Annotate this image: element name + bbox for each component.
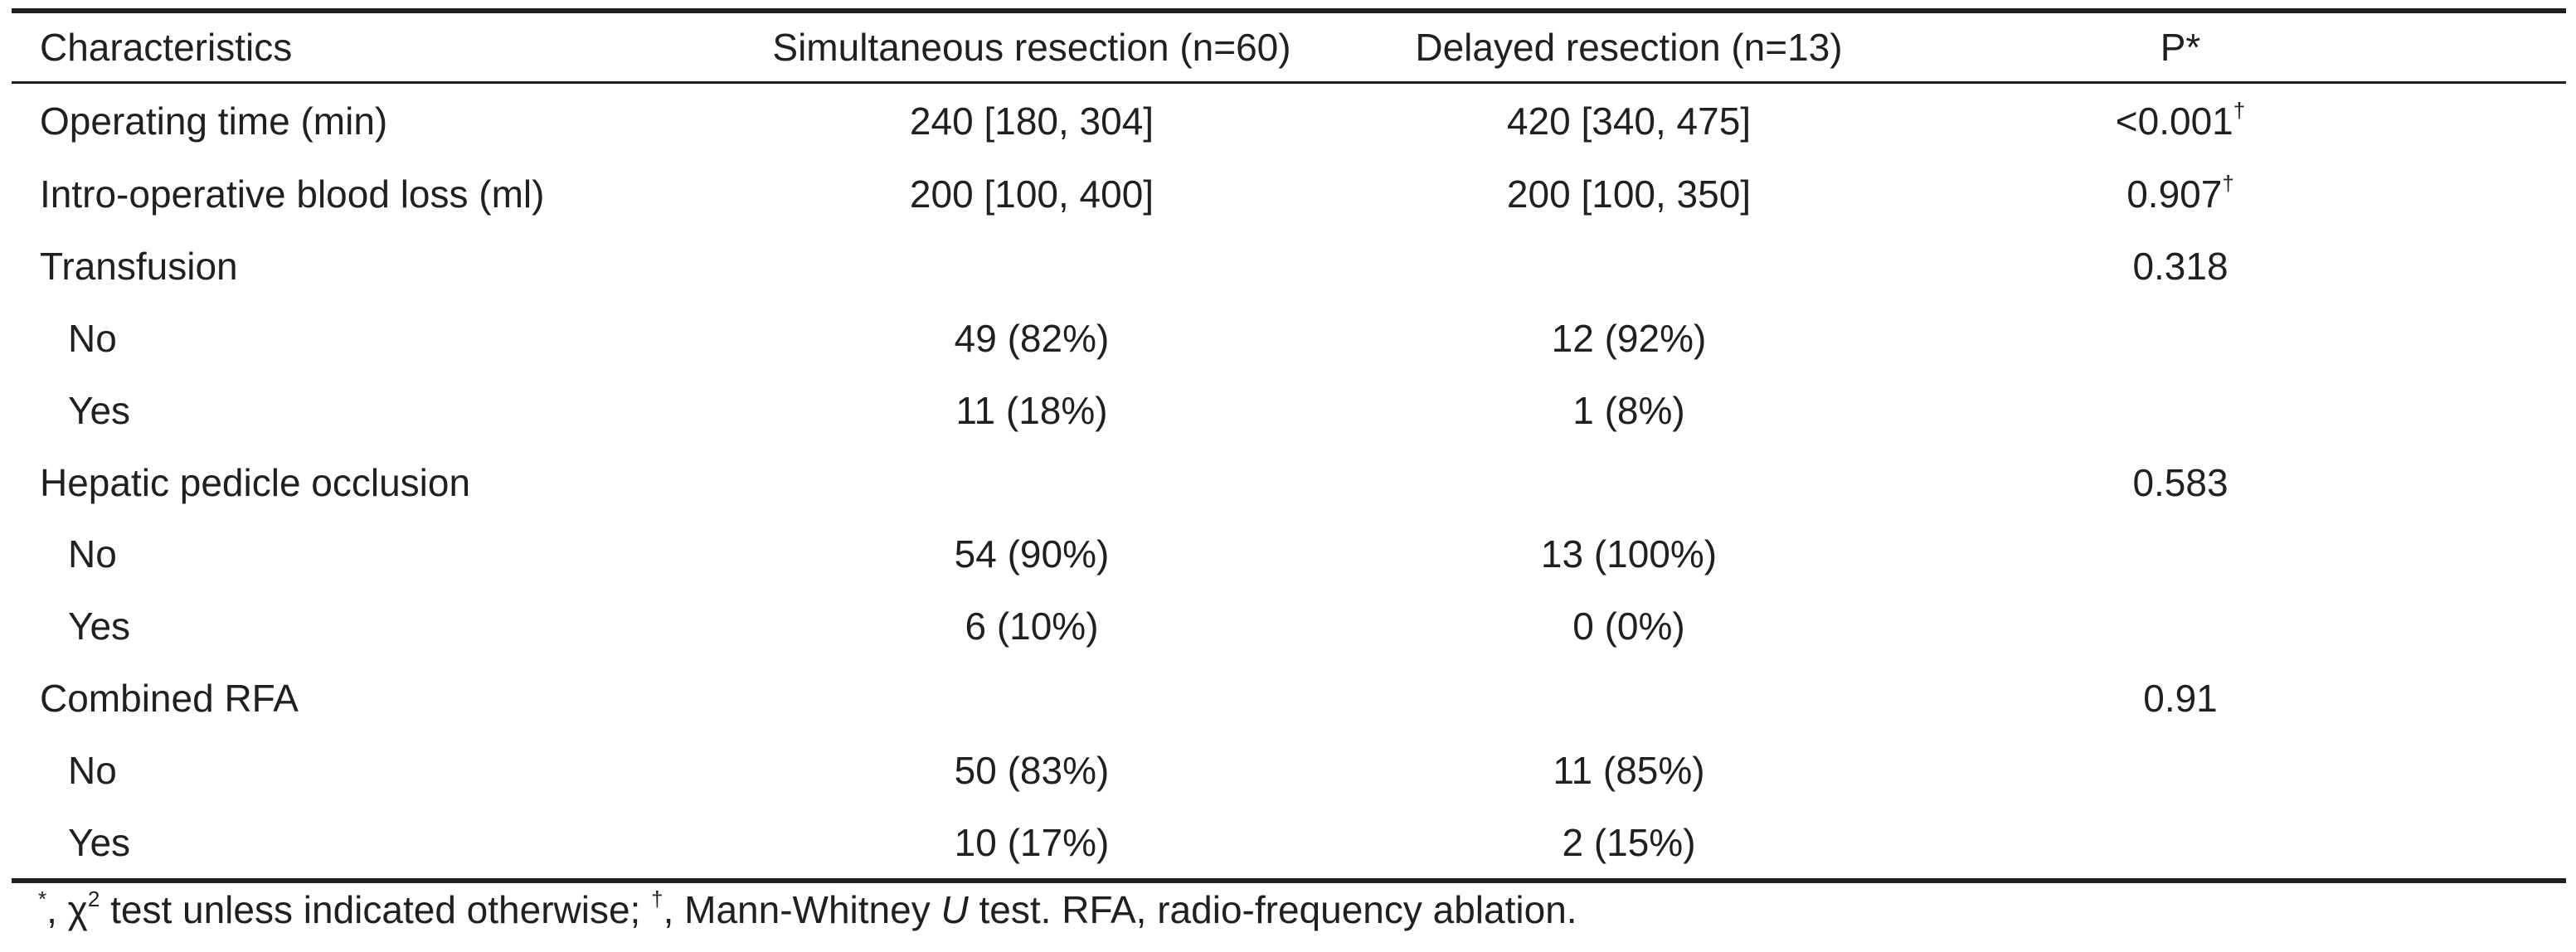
cell-delayed: 0 (0%) bbox=[1572, 605, 1685, 648]
cell-simultaneous: 10 (17%) bbox=[954, 820, 1110, 864]
table-row: No 50 (83%) 11 (85%) bbox=[12, 734, 2566, 806]
cell-simultaneous: 54 (90%) bbox=[954, 532, 1110, 576]
results-table: Characteristics Simultaneous resection (… bbox=[12, 8, 2566, 883]
row-label: Yes bbox=[68, 820, 131, 864]
table-row: Combined RFA 0.91 bbox=[12, 663, 2566, 735]
row-label: Yes bbox=[68, 605, 131, 648]
cell-delayed: 13 (100%) bbox=[1540, 532, 1718, 576]
cell-p-value bbox=[2027, 518, 2566, 590]
cell-p-value: 0.318 bbox=[2132, 245, 2228, 289]
row-label: Hepatic pedicle occlusion bbox=[40, 460, 471, 504]
table-row: Intro-operative blood loss (ml) 200 [100… bbox=[12, 158, 2566, 231]
squared-mark: 2 bbox=[87, 886, 100, 911]
asterisk-mark: * bbox=[38, 886, 47, 911]
header-characteristics: Characteristics bbox=[40, 26, 293, 69]
table-body: Operating time (min) 240 [180, 304] 420 … bbox=[12, 83, 2566, 881]
table-row: Operating time (min) 240 [180, 304] 420 … bbox=[12, 83, 2566, 159]
cell-p-value: 0.583 bbox=[2132, 460, 2228, 504]
cell-simultaneous: 240 [180, 304] bbox=[909, 100, 1154, 143]
cell-delayed: 11 (85%) bbox=[1553, 748, 1705, 792]
table-row: No 49 (82%) 12 (92%) bbox=[12, 303, 2566, 375]
cell-simultaneous bbox=[758, 446, 1397, 518]
dagger-mark: † bbox=[2222, 171, 2234, 197]
cell-p-value bbox=[2027, 806, 2566, 881]
cell-delayed: 12 (92%) bbox=[1551, 316, 1707, 360]
table-row: Yes 11 (18%) 1 (8%) bbox=[12, 374, 2566, 446]
cell-delayed: 420 [340, 475] bbox=[1506, 100, 1752, 143]
cell-p-value bbox=[2027, 374, 2566, 446]
row-label: Operating time (min) bbox=[40, 100, 388, 143]
row-label: No bbox=[68, 748, 117, 792]
cell-simultaneous: 11 (18%) bbox=[955, 388, 1108, 432]
header-p-value: P* bbox=[2160, 26, 2201, 69]
cell-p-value: 0.907† bbox=[2126, 171, 2234, 216]
row-label: No bbox=[68, 532, 117, 576]
header-simultaneous: Simultaneous resection (n=60) bbox=[772, 26, 1291, 69]
row-label: Transfusion bbox=[40, 245, 238, 289]
row-label: Intro-operative blood loss (ml) bbox=[40, 172, 545, 216]
cell-simultaneous bbox=[758, 231, 1397, 303]
row-label: No bbox=[68, 316, 117, 360]
cell-delayed: 2 (15%) bbox=[1562, 820, 1696, 864]
table-row: Hepatic pedicle occlusion 0.583 bbox=[12, 446, 2566, 518]
cell-p-value: <0.001† bbox=[2115, 97, 2246, 143]
table-row: Transfusion 0.318 bbox=[12, 231, 2566, 303]
table-header-row: Characteristics Simultaneous resection (… bbox=[12, 11, 2566, 83]
dagger-mark: † bbox=[651, 886, 663, 911]
table-footnote: *, χ2 test unless indicated otherwise; †… bbox=[38, 886, 1577, 931]
table-row: Yes 6 (10%) 0 (0%) bbox=[12, 590, 2566, 663]
cell-p-value bbox=[2027, 734, 2566, 806]
cell-delayed bbox=[1397, 446, 2027, 518]
dagger-mark: † bbox=[2233, 97, 2246, 123]
cell-delayed bbox=[1397, 663, 2027, 735]
cell-simultaneous: 6 (10%) bbox=[965, 605, 1099, 648]
row-label: Combined RFA bbox=[40, 676, 299, 720]
u-statistic-label: U bbox=[940, 888, 969, 931]
table-row: No 54 (90%) 13 (100%) bbox=[12, 518, 2566, 590]
cell-simultaneous bbox=[758, 663, 1397, 735]
row-label: Yes bbox=[68, 388, 131, 432]
table-row: Yes 10 (17%) 2 (15%) bbox=[12, 806, 2566, 881]
cell-p-value bbox=[2027, 590, 2566, 663]
cell-p-value: 0.91 bbox=[2143, 676, 2218, 720]
cell-simultaneous: 49 (82%) bbox=[954, 316, 1110, 360]
cell-p-value bbox=[2027, 303, 2566, 375]
cell-delayed: 200 [100, 350] bbox=[1506, 172, 1752, 216]
header-delayed: Delayed resection (n=13) bbox=[1415, 26, 1843, 69]
cell-delayed: 1 (8%) bbox=[1572, 388, 1685, 432]
results-table-wrapper: Characteristics Simultaneous resection (… bbox=[12, 8, 2566, 883]
cell-simultaneous: 200 [100, 400] bbox=[909, 172, 1154, 216]
cell-delayed bbox=[1397, 231, 2027, 303]
cell-simultaneous: 50 (83%) bbox=[954, 748, 1110, 792]
